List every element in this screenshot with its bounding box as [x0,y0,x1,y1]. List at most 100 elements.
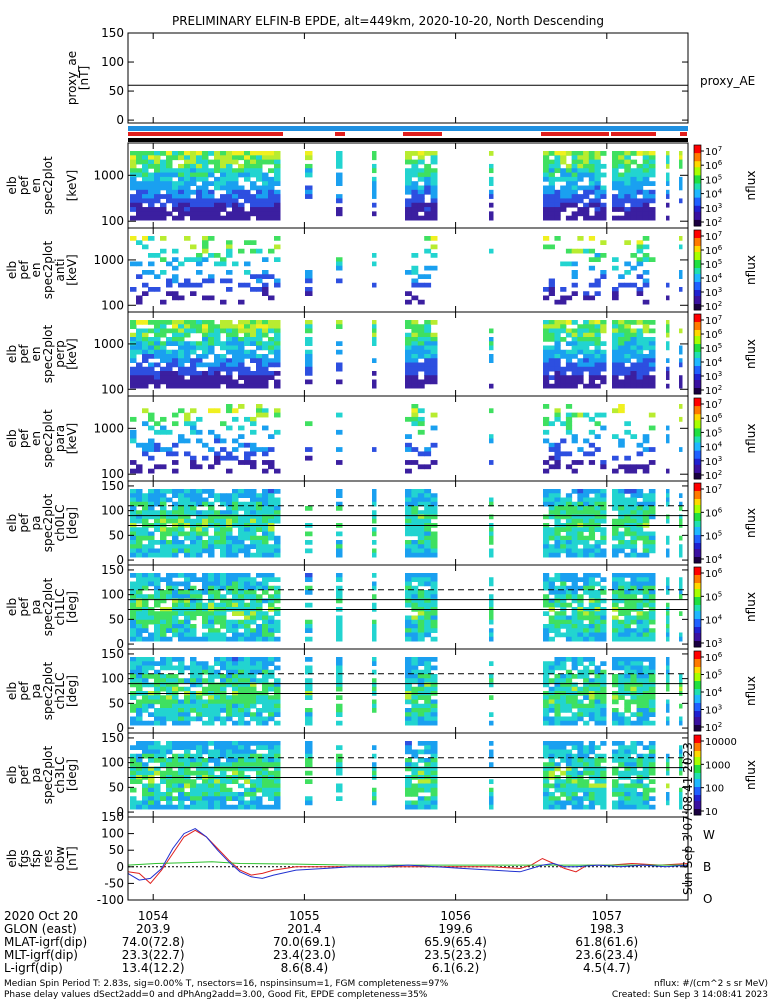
spectrogram-cell [214,804,221,810]
spectrogram-cell [612,602,619,608]
spectrogram-cell [184,602,191,608]
spectrogram-cell [405,341,412,346]
spectrogram-cell [571,379,578,385]
spectrogram-cell [130,800,137,806]
spectrogram-cell [130,198,137,204]
spectrogram-cell [594,628,601,633]
spectrogram-cell [624,686,631,692]
spectrogram-cell [630,661,638,666]
spectrogram-cell [565,674,573,679]
spectrogram-cell [244,602,251,608]
spectrogram-cell [543,375,550,380]
spectrogram-cell [166,514,173,520]
spectrogram-cell [600,682,607,688]
spectrogram-cell [543,493,550,498]
ylabel-line: [keV] [65,254,79,285]
spectrogram-cell [489,598,494,604]
spectrogram-cell [178,796,185,801]
spectrogram-cell [600,535,607,541]
spectrogram-cell [636,202,644,208]
spectrogram-cell [136,573,143,578]
spectrogram-cell [560,581,567,587]
colorbar-segment [694,583,701,586]
spectrogram-cell [618,686,625,692]
spectrogram-cell [489,497,494,503]
spectrogram-cell [405,202,412,208]
colorbar-segment [694,487,701,490]
spectrogram-cell [417,332,425,338]
spectrogram-cell [577,577,584,582]
spectrogram-cell [268,185,275,191]
spectrogram-cell [594,324,601,329]
spectrogram-cell [196,168,203,174]
spectrogram-cell [600,379,607,385]
spectrogram-cell [543,598,550,604]
spectrogram-cell [618,585,625,591]
spectrogram-cell [642,632,650,638]
spectrogram-cell [543,332,550,338]
spectrogram-cell [583,151,590,156]
spectrogram-cell [560,527,567,532]
colorbar-segment [694,432,701,435]
colorbar-segment [694,679,701,682]
spectrogram-cell [208,703,215,709]
spectrogram-cell [600,324,607,329]
spectrogram-cell [214,628,221,633]
spectrogram-cell [679,287,683,292]
colorbar-tick-exponent: 6 [718,651,723,659]
spectrogram-cell [220,185,227,191]
spectrogram-cell [571,577,578,582]
spectrogram-cell [554,535,561,541]
spectrogram-cell [583,155,590,161]
spectrogram-cell [166,682,173,688]
spectrogram-cell [184,548,191,554]
spectrogram-cell [624,168,631,174]
spectrogram-cell [642,657,650,662]
spectrogram-cell [214,527,221,532]
spectrogram-cell [214,682,221,688]
spectrogram-cell [648,207,656,212]
spectrogram-cell [184,489,191,494]
spectrogram-cell [214,354,221,359]
spectrogram-cell [166,548,173,554]
spectrogram-cell [142,383,149,389]
spectrogram-cell [130,468,137,474]
spectrogram-cell [184,198,191,204]
spectrogram-cell [250,792,257,797]
spectrogram-cell [202,189,209,195]
spectrogram-cell [588,678,596,683]
spectrogram-cell [411,337,419,342]
spectrogram-cell [190,366,197,372]
spectrogram-cell [142,783,149,789]
spectrogram-cell [244,665,251,671]
spectrogram-cell [226,796,233,801]
spectrogram-cell [220,716,227,722]
spectrogram-cell [417,674,425,679]
spectrogram-cell [594,699,601,705]
spectrogram-cell [136,619,143,625]
spectrogram-cell [636,185,644,191]
spectrogram-cell [624,615,631,621]
spectrogram-cell [554,451,561,457]
spectrogram-cell [405,324,412,329]
spectrogram-cell [160,699,167,705]
spectrogram-cell [202,362,209,368]
colorbar-segment [694,404,701,407]
spectrogram-cell [178,506,185,511]
spectrogram-cell [142,506,149,511]
spectrogram-cell [679,632,683,638]
spectrogram-cell [250,332,257,338]
spectrogram-cell [405,468,412,474]
spectrogram-cell [220,257,227,262]
spectrogram-cell [612,624,619,629]
spectrogram-cell [588,598,596,604]
spectrogram-cell [208,202,215,208]
colorbar-segment [694,215,701,219]
spectrogram-cell [190,168,197,174]
spectrogram-cell [202,783,209,789]
spectrogram-cell [548,552,555,558]
spectrogram-cell [130,358,137,363]
spectrogram-cell [336,636,343,642]
spectrogram-cell [679,349,683,355]
